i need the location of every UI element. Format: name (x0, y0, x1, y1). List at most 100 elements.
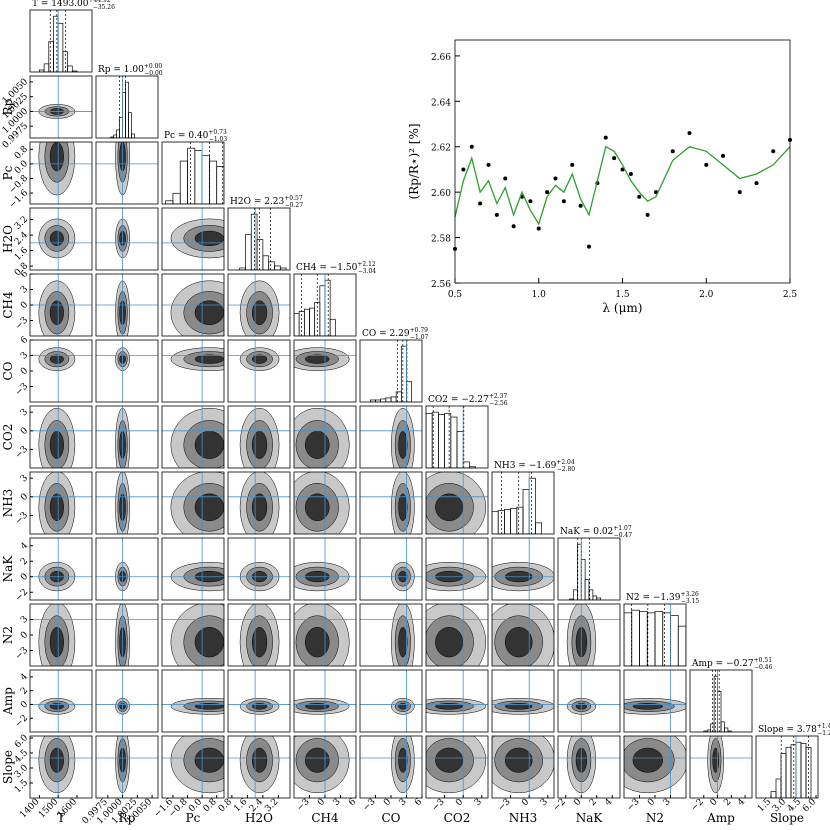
y-tick-label: 1.6 (13, 245, 30, 262)
histogram-bar (116, 129, 120, 138)
x-tick-label: 0 (382, 797, 393, 808)
x-tick-label: 2.0 (699, 290, 714, 300)
histogram-bar (71, 70, 78, 72)
x-axis-name: Slope (770, 811, 804, 825)
title-text: Amp = −0.27 (691, 659, 754, 669)
data-point (721, 153, 725, 158)
panel (30, 208, 92, 270)
panel-frame (623, 603, 687, 667)
panel-frame (359, 471, 423, 535)
x-tick-label: −3 (295, 797, 312, 814)
panel (369, 340, 413, 402)
density-contour (398, 747, 408, 773)
y-tick-label: 2.62 (431, 144, 451, 154)
panel-frame (161, 405, 225, 469)
panel-frame (425, 405, 489, 469)
histogram-bar (201, 155, 210, 204)
data-point (587, 244, 591, 249)
panel (426, 670, 488, 732)
panel-frame (29, 669, 93, 733)
title-text: Slope = 3.78 (758, 725, 817, 735)
panel (294, 406, 356, 468)
panel (426, 736, 488, 798)
panel (228, 736, 290, 798)
title-minus: −1.07 (410, 334, 429, 341)
title-plus: +0.57 (284, 195, 303, 202)
histogram-bar (119, 117, 123, 138)
data-point (469, 144, 474, 149)
panel (30, 736, 92, 798)
panel (294, 604, 356, 666)
histogram-bar (57, 22, 64, 72)
panel-frame (95, 207, 159, 271)
y-tick-label: 2.56 (431, 280, 451, 290)
panel (426, 406, 476, 468)
panel-frame (425, 669, 489, 733)
panel-title: H2O = 2.23+0.57 −0.27 (230, 195, 303, 209)
density-contour (305, 747, 330, 773)
panel-frame (161, 141, 225, 205)
x-tick-label: 6 (347, 797, 358, 808)
panel (162, 670, 224, 732)
histogram-bar (274, 265, 281, 270)
density-contour (632, 747, 663, 773)
panel (228, 340, 290, 402)
histogram-bar (631, 609, 640, 666)
title-minus: −35.26 (93, 4, 115, 11)
histogram-bar (329, 318, 336, 336)
density-contour (194, 300, 224, 325)
x-tick-label: 0 (572, 797, 583, 808)
histogram-bar (113, 134, 118, 138)
histogram-bar (380, 398, 387, 402)
panel (162, 604, 224, 666)
data-point (704, 162, 709, 167)
histogram-bar (639, 611, 648, 666)
panel (360, 670, 422, 732)
panel-frame (29, 141, 93, 205)
panel (30, 142, 92, 204)
y-axis-name: Amp (1, 687, 15, 716)
histogram-bar (580, 559, 586, 600)
panel (492, 736, 554, 798)
panel-frame (689, 735, 753, 799)
panel (162, 406, 224, 468)
histogram-bar (588, 589, 594, 600)
x-axis-name: NH3 (509, 811, 538, 825)
panel-title: CH4 = −1.50+2.12 −3.04 (296, 261, 376, 275)
histogram-bar (216, 166, 224, 204)
title-minus: −0.27 (285, 202, 304, 209)
x-tick-label: 4 (736, 797, 747, 808)
panel-title: NH3 = −1.69+2.04 −2.80 (494, 459, 575, 473)
histogram-bar (303, 308, 310, 336)
histogram-bar (319, 285, 326, 336)
histogram-bar (573, 589, 578, 600)
histogram-bar (770, 791, 777, 798)
title-plus: +1.46 (817, 723, 830, 730)
panel (690, 736, 752, 798)
title-text: Rp = 1.00 (98, 65, 144, 75)
panel-frame (29, 471, 93, 535)
x-axis-name: H2O (245, 811, 273, 825)
y-tick-label: 4 (19, 541, 30, 552)
data-point (486, 162, 491, 167)
panel-frame (227, 669, 291, 733)
x-tick-label: −3 (361, 797, 378, 814)
histogram-bar (444, 413, 452, 468)
histogram-bar (800, 743, 807, 798)
panel-frame (95, 471, 159, 535)
title-plus: +2.12 (357, 261, 376, 268)
panel-frame (359, 669, 423, 733)
y-tick-label: 6 (19, 269, 30, 280)
panel-frame (293, 273, 357, 337)
x-tick-label: 1.5 (615, 290, 630, 300)
panel-frame (293, 405, 357, 469)
panel-frame (293, 603, 357, 667)
y-tick-label: −3 (14, 381, 31, 398)
histogram-bar (596, 597, 601, 600)
panel-frame (557, 537, 621, 601)
y-tick-label: −3 (14, 315, 31, 332)
y-tick-label: 2.64 (431, 98, 451, 108)
title-plus: +3.26 (680, 591, 699, 598)
histogram-bar (385, 397, 392, 402)
y-axis-name: NH3 (1, 489, 15, 518)
